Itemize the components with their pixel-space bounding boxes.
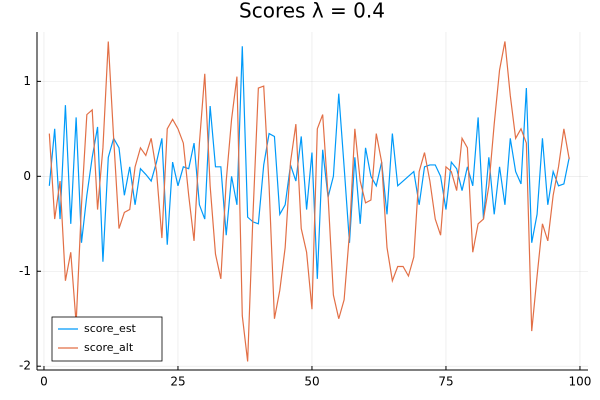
legend-box <box>51 316 163 362</box>
series-line <box>48 46 570 279</box>
legend-label: score_est <box>84 322 137 335</box>
x-tick-label: 25 <box>170 375 185 389</box>
x-tick-label: 75 <box>438 375 453 389</box>
series-line <box>48 41 570 362</box>
x-tick-label: 0 <box>40 375 48 389</box>
y-tick-label: -1 <box>19 264 31 278</box>
chart-title: Scores λ = 0.4 <box>239 0 385 23</box>
legend-label: score_alt <box>84 341 134 354</box>
y-tick-label: 0 <box>23 169 31 183</box>
y-tick-label: 1 <box>23 74 31 88</box>
x-tick-label: 100 <box>569 375 592 389</box>
x-tick-label: 50 <box>304 375 319 389</box>
y-tick-label: -2 <box>19 359 31 373</box>
